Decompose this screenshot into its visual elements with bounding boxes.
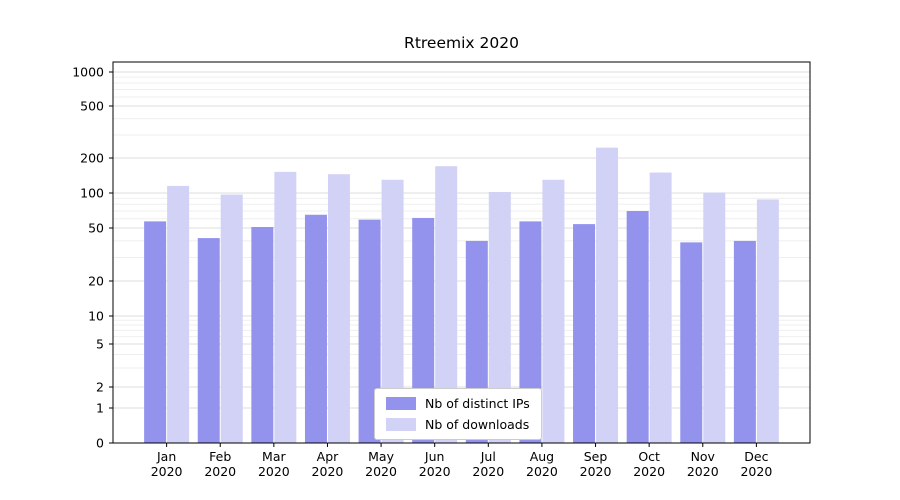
bar-downloads <box>596 147 619 444</box>
y-tick-label: 100 <box>80 186 104 201</box>
x-tick-label-year: 2020 <box>687 464 719 479</box>
x-tick-label-month: Apr <box>317 449 339 464</box>
bar-downloads <box>488 192 511 443</box>
x-tick-label-month: Jun <box>424 449 445 464</box>
bar-downloads <box>167 185 190 443</box>
bar-distinct-ips <box>573 224 596 443</box>
y-tick-label: 200 <box>80 151 104 166</box>
legend-swatch-downloads <box>386 418 416 431</box>
bar-downloads <box>381 179 404 444</box>
x-tick-label-year: 2020 <box>633 464 665 479</box>
x-tick-label-month: Oct <box>638 449 660 464</box>
bar-downloads <box>220 194 243 443</box>
y-tick-label: 500 <box>80 99 104 114</box>
x-tick-label-year: 2020 <box>365 464 397 479</box>
legend: Nb of distinct IPs Nb of downloads <box>374 388 542 440</box>
x-tick-label-month: Sep <box>584 449 608 464</box>
y-tick-label: 2 <box>96 380 104 395</box>
x-tick-label-year: 2020 <box>580 464 612 479</box>
bar-downloads <box>542 179 565 444</box>
bar-distinct-ips <box>519 221 542 443</box>
y-tick-label: 50 <box>88 221 104 236</box>
x-tick-label-month: Feb <box>209 449 231 464</box>
bar-downloads <box>756 199 779 443</box>
legend-label-distinct-ips: Nb of distinct IPs <box>425 396 530 411</box>
bar-distinct-ips <box>358 219 381 443</box>
y-tick-label: 5 <box>96 337 104 352</box>
legend-item-downloads: Nb of downloads <box>386 417 530 432</box>
bar-distinct-ips <box>412 217 435 443</box>
bar-distinct-ips <box>733 240 756 443</box>
x-tick-label-year: 2020 <box>258 464 290 479</box>
x-tick-label-year: 2020 <box>740 464 772 479</box>
bar-downloads <box>435 166 458 443</box>
y-tick-label: 10 <box>88 309 104 324</box>
bar-distinct-ips <box>251 227 274 443</box>
x-tick-label-month: Mar <box>262 449 286 464</box>
bar-downloads <box>703 192 726 443</box>
y-tick-label: 1000 <box>72 65 104 80</box>
bar-downloads <box>649 172 672 443</box>
bar-distinct-ips <box>680 242 703 443</box>
x-tick-label-year: 2020 <box>151 464 183 479</box>
bar-distinct-ips <box>626 211 649 443</box>
x-tick-label-year: 2020 <box>419 464 451 479</box>
x-tick-label-year: 2020 <box>204 464 236 479</box>
x-tick-label-month: May <box>368 449 394 464</box>
x-tick-label-month: Jul <box>480 449 496 464</box>
chart-title: Rtreemix 2020 <box>404 34 519 52</box>
x-tick-label-month: Jan <box>156 449 176 464</box>
x-tick-label-month: Aug <box>530 449 554 464</box>
y-tick-label: 1 <box>96 401 104 416</box>
x-tick-label-month: Dec <box>744 449 768 464</box>
bar-distinct-ips <box>197 238 220 443</box>
x-tick-label-month: Nov <box>691 449 716 464</box>
legend-item-distinct-ips: Nb of distinct IPs <box>386 396 530 411</box>
legend-label-downloads: Nb of downloads <box>425 417 530 432</box>
axes-border <box>112 61 811 444</box>
bar-distinct-ips <box>144 221 167 443</box>
y-tick-label: 20 <box>88 274 104 289</box>
x-tick-label-year: 2020 <box>472 464 504 479</box>
bar-distinct-ips <box>304 214 327 443</box>
y-tick-label: 0 <box>96 436 104 451</box>
bar-downloads <box>274 171 297 444</box>
legend-swatch-distinct-ips <box>386 397 416 410</box>
bar-downloads <box>327 174 350 443</box>
x-tick-label-year: 2020 <box>526 464 558 479</box>
x-tick-label-year: 2020 <box>312 464 344 479</box>
